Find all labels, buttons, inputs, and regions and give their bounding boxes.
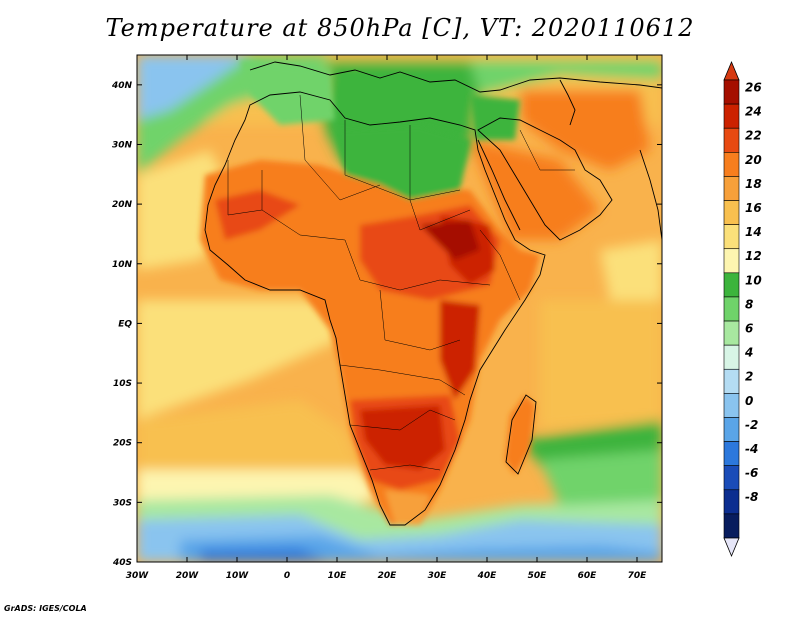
colorbar-swatch (723, 489, 740, 515)
grads-credit: GrADS: IGES/COLA (4, 604, 87, 613)
colorbar-label: 20 (745, 153, 762, 167)
colorbar-label: -8 (745, 490, 758, 504)
colorbar-label: 2 (745, 370, 753, 384)
lat-tick-label: EQ (118, 319, 132, 329)
colorbar-swatch (723, 176, 740, 201)
colorbar-label: -2 (745, 418, 758, 432)
colorbar-swatch (723, 152, 740, 177)
colorbar-swatch (723, 417, 740, 442)
lat-tick-label: 10N (112, 260, 133, 270)
colorbar-label: 14 (745, 225, 762, 239)
temperature-field (137, 55, 662, 562)
lon-tick-label: 30W (126, 571, 150, 581)
lon-tick-label: 10E (328, 571, 348, 581)
africa-coastline (204, 91, 546, 526)
arabia-coastline (477, 117, 613, 241)
colorbar-swatch (723, 320, 740, 346)
colorbar-swatch (723, 296, 740, 322)
lat-tick-label: 40S (112, 558, 132, 568)
red-sea-line (477, 139, 521, 231)
axis-labels: 30W 20W 10W 0 10E 20E 30E 40E 50E 60E 70E 40N 30N 20N… (111, 81, 647, 581)
lat-tick-label: 20S (113, 439, 132, 449)
colorbar-swatch (723, 393, 740, 418)
colorbar-swatch (723, 272, 740, 298)
madagascar-coastline (505, 394, 537, 475)
colorbar-swatch (723, 344, 740, 370)
coastlines (204, 61, 662, 526)
colorbar-swatch (723, 103, 740, 129)
colorbar-label: 24 (745, 105, 762, 119)
lon-tick-label: 20E (378, 571, 398, 581)
colorbar-label: 6 (745, 321, 753, 335)
map-title: Temperature at 850hPa [C], VT: 202011061… (105, 14, 695, 42)
country-borders (227, 94, 575, 471)
india-coastline (639, 149, 662, 241)
colorbar-label: 16 (745, 201, 762, 215)
colorbar-label: -6 (745, 466, 758, 480)
lon-tick-label: 30E (428, 571, 448, 581)
colorbar-bottom-arrow (723, 537, 740, 558)
colorbar-label: 8 (745, 297, 753, 311)
lon-tick-label: 10W (226, 571, 250, 581)
lat-tick-label: 30S (113, 498, 132, 508)
colorbar-label: 26 (745, 80, 762, 94)
colorbar-swatch (723, 513, 740, 539)
colorbar-swatch (723, 441, 740, 466)
colorbar-label: 0 (745, 394, 753, 408)
colorbar-label: 12 (745, 249, 762, 263)
lon-tick-label: 40E (477, 571, 498, 581)
colorbar-label: 10 (745, 273, 762, 287)
colorbar-swatch (723, 248, 740, 274)
axis-ticks (136, 55, 662, 563)
lat-tick-label: 40N (111, 81, 133, 91)
lat-tick-label: 20N (112, 200, 133, 210)
colorbar-label: 4 (744, 346, 753, 360)
caspian-line (559, 79, 576, 126)
colorbar-label: -4 (745, 442, 758, 456)
colorbar-swatch (723, 224, 740, 250)
plot-frame (136, 54, 663, 563)
colorbar-swatch (723, 79, 740, 105)
colorbar-swatch (723, 200, 740, 225)
europe-coastline (249, 61, 662, 93)
colorbar-label: 22 (745, 129, 762, 143)
colorbar-swatch (723, 127, 740, 153)
lon-tick-label: 0 (284, 571, 290, 581)
lon-tick-label: 50E (528, 571, 548, 581)
lon-tick-label: 60E (578, 571, 598, 581)
lat-tick-label: 30N (112, 140, 133, 150)
lat-tick-label: 10S (113, 379, 132, 389)
colorbar-swatch (723, 465, 740, 491)
colorbar-top-arrow (723, 60, 740, 81)
colorbar-label: 18 (745, 177, 762, 191)
lon-tick-label: 70E (628, 571, 648, 581)
lon-tick-label: 20W (176, 571, 200, 581)
colorbar-swatch (723, 368, 740, 394)
